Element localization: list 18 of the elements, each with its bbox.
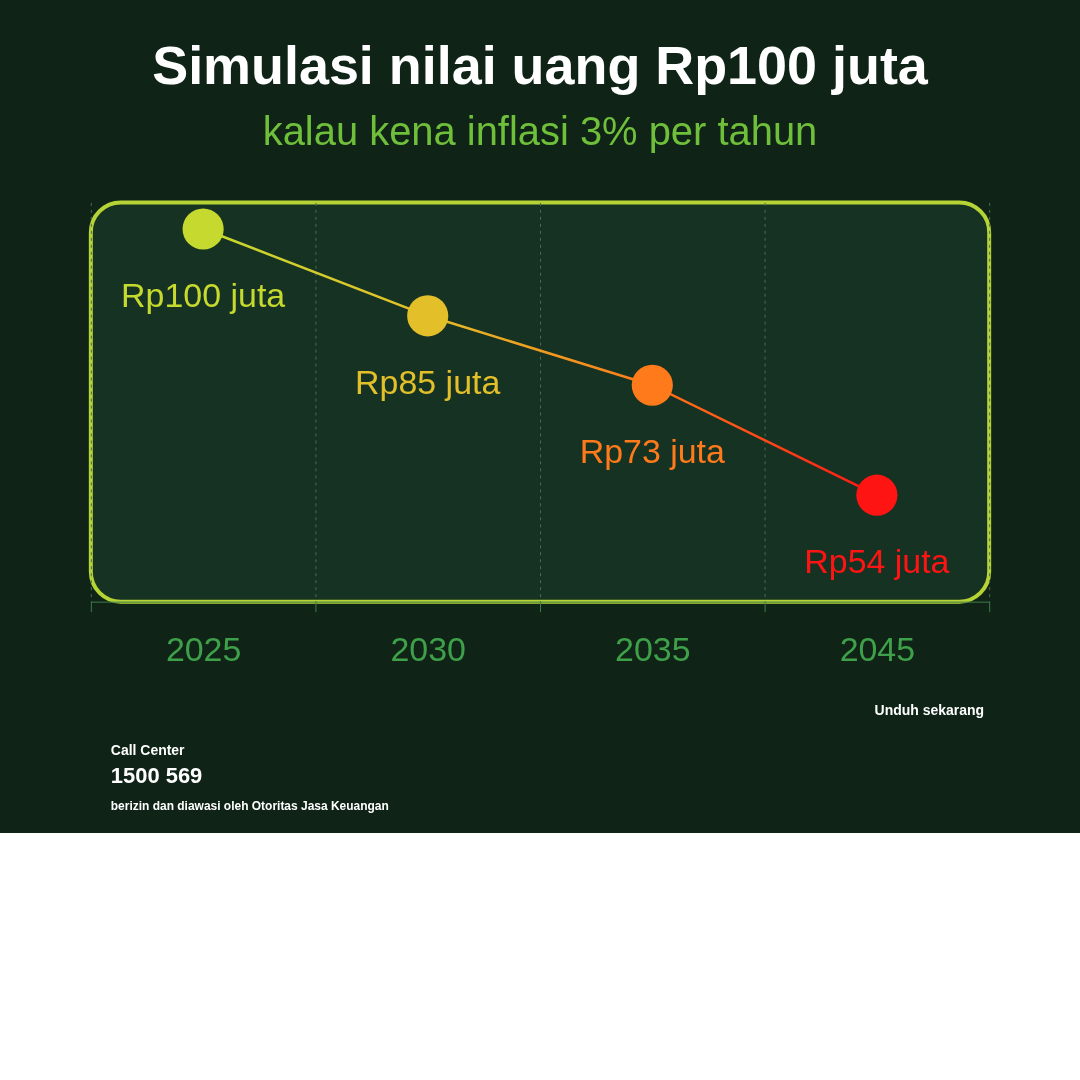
data-label: Rp85 juta bbox=[355, 362, 501, 401]
text: berizin dan diawasi oleh Otoritas Jasa Keuangan bbox=[110, 799, 389, 814]
chart-subtitle: kalau kena inflasi 3% per tahun bbox=[262, 108, 818, 153]
data-label: Rp100 juta bbox=[121, 275, 286, 314]
x-tick-label: 2045 bbox=[839, 630, 916, 669]
text: 1500 569 bbox=[110, 763, 203, 789]
data-label: Rp54 juta bbox=[804, 542, 950, 581]
x-tick-label: 2025 bbox=[165, 630, 242, 669]
point bbox=[856, 474, 898, 516]
point bbox=[182, 208, 224, 250]
x-tick-label: 2030 bbox=[390, 630, 466, 669]
text: Unduh sekarang bbox=[874, 702, 985, 719]
chart-title: Simulasi nilai uang Rp100 juta bbox=[152, 34, 929, 95]
text: Call Center bbox=[110, 742, 186, 759]
point bbox=[631, 364, 673, 406]
x-tick-label: 2035 bbox=[615, 630, 691, 669]
point bbox=[407, 295, 449, 337]
data-label: Rp73 juta bbox=[579, 432, 726, 471]
